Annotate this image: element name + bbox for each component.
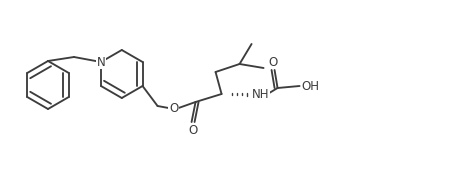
Text: O: O xyxy=(268,56,278,69)
Text: NH: NH xyxy=(252,88,269,101)
Text: OH: OH xyxy=(301,80,319,93)
Text: O: O xyxy=(169,102,178,115)
Text: N: N xyxy=(97,56,106,69)
Text: O: O xyxy=(188,123,198,136)
